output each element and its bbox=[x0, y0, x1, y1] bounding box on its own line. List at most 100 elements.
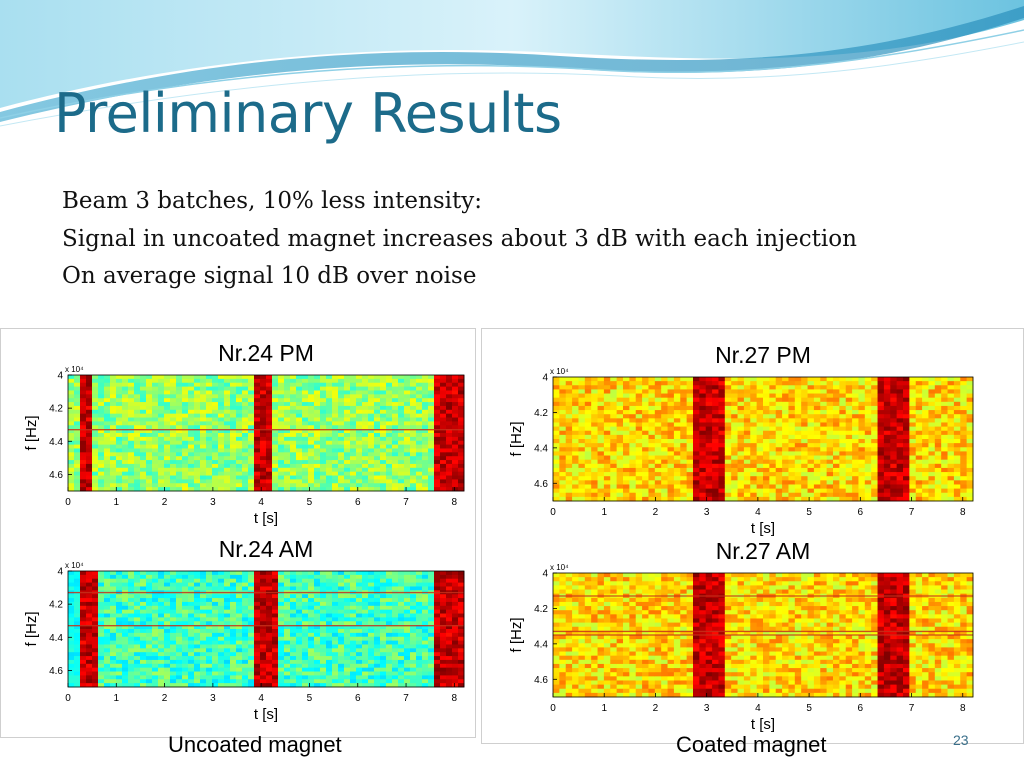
heatmap-cell bbox=[206, 578, 213, 583]
heatmap-cell bbox=[176, 471, 183, 476]
heatmap-cell bbox=[128, 402, 135, 407]
heatmap-cell bbox=[750, 455, 758, 461]
heatmap-cell bbox=[591, 488, 598, 494]
heatmap-cell bbox=[248, 640, 255, 645]
heatmap-cell bbox=[134, 475, 141, 480]
heatmap-cell bbox=[661, 459, 668, 465]
heatmap-cell bbox=[410, 640, 417, 645]
heatmap-cell bbox=[74, 479, 81, 484]
heatmap-cell bbox=[254, 648, 261, 653]
heatmap-cell bbox=[686, 430, 694, 436]
heatmap-cell bbox=[553, 480, 560, 485]
heatmap-cell bbox=[110, 671, 117, 676]
heatmap-cell bbox=[553, 467, 560, 473]
heatmap-cell bbox=[629, 459, 637, 465]
heatmap-cell bbox=[152, 382, 159, 387]
heatmap-cell bbox=[116, 659, 123, 665]
heatmap-cell bbox=[188, 452, 195, 457]
heatmap-cell bbox=[242, 625, 249, 630]
heatmap-cell bbox=[350, 605, 357, 611]
heatmap-cell bbox=[194, 386, 201, 391]
heatmap-cell bbox=[248, 586, 255, 591]
heatmap-cell bbox=[380, 648, 387, 653]
heatmap-cell bbox=[422, 487, 429, 492]
heatmap-cell bbox=[680, 389, 688, 394]
heatmap-cell bbox=[603, 381, 611, 386]
heatmap-cell bbox=[308, 621, 315, 626]
heatmap-cell bbox=[230, 625, 237, 630]
heatmap-cell bbox=[140, 636, 147, 641]
heatmap-cell bbox=[565, 389, 573, 394]
heatmap-cell bbox=[332, 598, 339, 603]
heatmap-cell bbox=[404, 640, 411, 645]
heatmap-cell bbox=[272, 417, 279, 422]
heatmap-cell bbox=[452, 586, 459, 591]
heatmap-cell bbox=[146, 621, 153, 626]
heatmap-cell bbox=[356, 679, 363, 684]
heatmap-cell bbox=[284, 402, 291, 407]
heatmap-cell bbox=[284, 421, 291, 426]
heatmap-cell bbox=[642, 463, 649, 469]
heatmap-cell bbox=[140, 386, 147, 391]
heatmap-cell bbox=[410, 671, 417, 676]
heatmap-cell bbox=[200, 605, 207, 611]
heatmap-cell bbox=[158, 479, 165, 484]
heatmap-cell bbox=[74, 409, 81, 415]
heatmap-cell bbox=[134, 409, 141, 415]
heatmap-cell bbox=[326, 613, 333, 618]
heatmap-cell bbox=[635, 455, 643, 461]
heatmap-cell bbox=[266, 659, 273, 665]
heatmap-cell bbox=[224, 402, 231, 407]
heatmap-cell bbox=[737, 484, 745, 489]
heatmap-cell bbox=[718, 459, 726, 465]
heatmap-cell bbox=[164, 640, 171, 645]
heatmap-cell bbox=[152, 598, 159, 603]
heatmap-cell bbox=[737, 443, 745, 448]
heatmap-cell bbox=[74, 433, 81, 438]
heatmap-cell bbox=[338, 390, 345, 395]
heatmap-cell bbox=[610, 405, 618, 411]
heatmap-cell bbox=[686, 426, 694, 432]
heatmap-cell bbox=[404, 652, 411, 657]
heatmap-cell bbox=[134, 663, 141, 669]
heatmap-cell bbox=[302, 659, 309, 665]
heatmap-cell bbox=[104, 578, 111, 583]
heatmap-cell bbox=[368, 405, 375, 411]
heatmap-cell bbox=[314, 460, 321, 465]
heatmap-cell bbox=[236, 601, 243, 607]
heatmap-cell bbox=[74, 417, 81, 422]
heatmap-cell bbox=[86, 463, 93, 469]
heatmap-cell bbox=[86, 586, 93, 591]
heatmap-cell bbox=[128, 475, 135, 480]
heatmap-cell bbox=[266, 667, 273, 672]
heatmap-cell bbox=[553, 393, 560, 399]
heatmap-cell bbox=[434, 625, 441, 630]
heatmap-cell bbox=[584, 496, 592, 502]
x-tick-label: 3 bbox=[210, 497, 216, 508]
heatmap-cell bbox=[146, 475, 153, 480]
heatmap-cell bbox=[140, 467, 147, 473]
heatmap-cell bbox=[661, 414, 668, 419]
heatmap-cell bbox=[356, 656, 363, 661]
heatmap-cell bbox=[452, 382, 459, 387]
heatmap-cell bbox=[392, 378, 399, 384]
heatmap-cell bbox=[74, 582, 81, 587]
heatmap-cell bbox=[230, 659, 237, 665]
heatmap-cell bbox=[134, 471, 141, 476]
heatmap-cell bbox=[260, 456, 267, 461]
heatmap-cell bbox=[104, 594, 111, 599]
heatmap-cell bbox=[398, 429, 405, 434]
heatmap-cell bbox=[338, 663, 345, 669]
heatmap-cell bbox=[266, 390, 273, 395]
heatmap-cell bbox=[446, 460, 453, 465]
heatmap-cell bbox=[452, 425, 459, 430]
heatmap-cell bbox=[326, 656, 333, 661]
heatmap-cell bbox=[80, 636, 87, 641]
y-exponent-label: x 10⁴ bbox=[65, 561, 84, 570]
heatmap-cell bbox=[410, 594, 417, 599]
heatmap-cell bbox=[392, 667, 399, 672]
heatmap-cell bbox=[386, 375, 393, 380]
heatmap-cell bbox=[122, 671, 129, 676]
heatmap-cell bbox=[320, 436, 327, 442]
heatmap-cell bbox=[434, 471, 441, 476]
